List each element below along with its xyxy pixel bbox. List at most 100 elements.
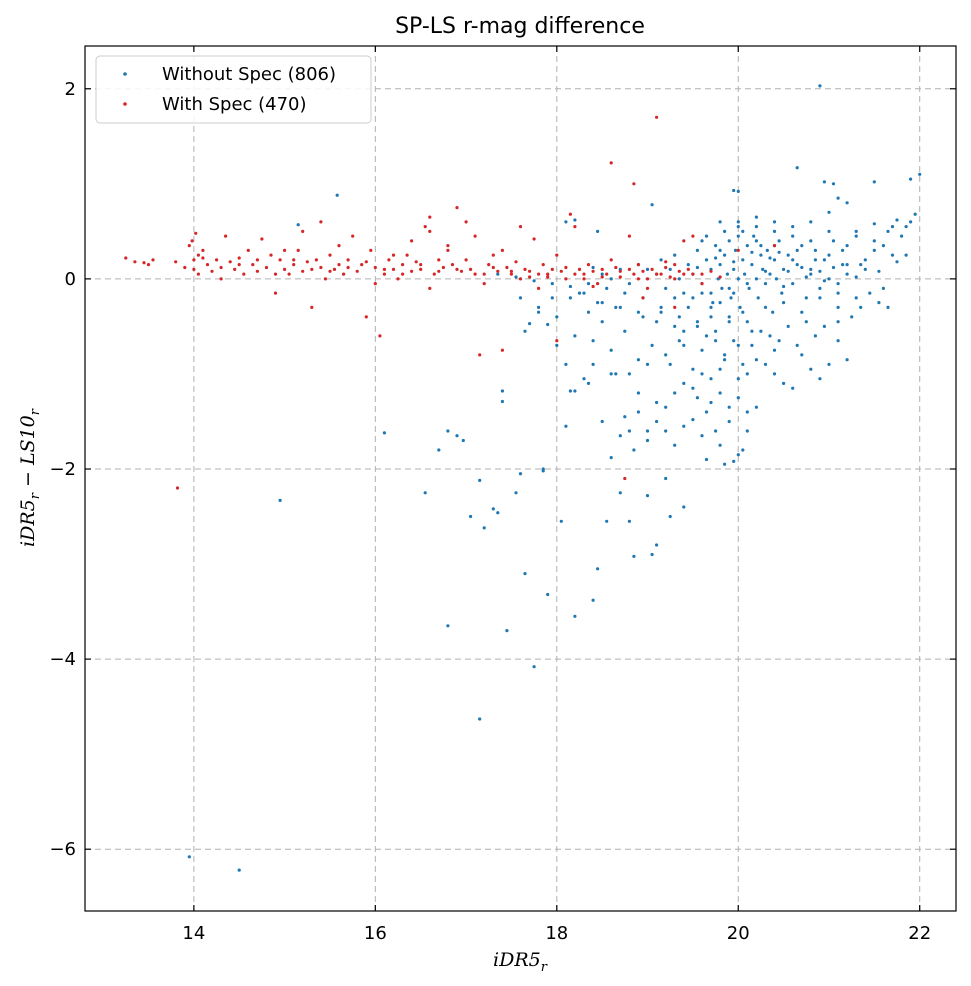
scatter-point [673, 305, 677, 309]
scatter-point [428, 229, 432, 233]
scatter-point [609, 348, 613, 352]
scatter-point [487, 263, 491, 267]
scatter-point [364, 315, 368, 319]
scatter-point [756, 296, 760, 300]
scatter-point [514, 491, 518, 495]
scatter-point [909, 177, 913, 181]
scatter-point [528, 269, 532, 273]
scatter-point [691, 234, 695, 238]
scatter-point [795, 263, 799, 267]
scatter-point [768, 334, 772, 338]
scatter-point [342, 272, 346, 276]
scatter-point [754, 225, 759, 229]
scatter-point [437, 448, 441, 452]
scatter-point [813, 334, 818, 338]
scatter-point [877, 301, 881, 305]
scatter-point [577, 291, 582, 295]
scatter-point [500, 399, 504, 404]
scatter-point [174, 260, 178, 264]
scatter-point [287, 272, 291, 276]
scatter-point [151, 258, 155, 262]
scatter-point [725, 272, 730, 276]
scatter-point [664, 405, 668, 409]
scatter-point [292, 258, 296, 262]
scatter-point [682, 329, 686, 333]
scatter-point [514, 260, 518, 264]
scatter-point [550, 296, 554, 300]
scatter-point [772, 229, 777, 233]
scatter-point [682, 291, 686, 295]
scatter-point [335, 193, 339, 197]
scatter-point [401, 272, 405, 276]
scatter-point [872, 222, 876, 226]
scatter-point [614, 265, 618, 270]
scatter-point [700, 239, 704, 243]
scatter-point [691, 272, 695, 276]
scatter-point [473, 272, 477, 276]
scatter-point [478, 478, 482, 482]
scatter-point [782, 267, 786, 271]
scatter-point [292, 263, 296, 267]
scatter-point [700, 372, 704, 376]
scatter-point [568, 296, 573, 300]
scatter-point [682, 272, 686, 276]
scatter-point [791, 225, 795, 229]
scatter-point [187, 855, 191, 859]
scatter-point [772, 372, 777, 376]
scatter-point [754, 358, 759, 362]
scatter-point [573, 389, 577, 393]
scatter-point [836, 291, 840, 295]
scatter-point [194, 231, 198, 235]
scatter-point [328, 269, 332, 273]
scatter-point [559, 519, 563, 523]
scatter-point [532, 279, 536, 283]
scatter-point [827, 362, 831, 366]
scatter-point [187, 244, 191, 248]
scatter-point [319, 265, 323, 270]
scatter-point [319, 220, 323, 224]
scatter-point [732, 291, 736, 295]
scatter-point [741, 258, 745, 262]
scatter-point [752, 234, 756, 238]
scatter-point [650, 343, 654, 347]
scatter-point [591, 265, 595, 270]
scatter-point [469, 514, 473, 519]
scatter-point [382, 431, 386, 435]
scatter-point [596, 229, 600, 233]
scatter-point [736, 248, 740, 252]
scatter-point [577, 267, 582, 271]
scatter-point [591, 284, 595, 289]
scatter-point [636, 310, 641, 314]
scatter-point [872, 180, 876, 184]
scatter-point [196, 253, 200, 257]
scatter-point [636, 263, 641, 267]
scatter-point [500, 389, 504, 393]
scatter-point [183, 265, 187, 270]
scatter-point [591, 362, 595, 366]
scatter-point [913, 212, 917, 216]
scatter-point [523, 572, 527, 576]
scatter-point [841, 248, 845, 252]
scatter-point [251, 263, 255, 267]
scatter-point [351, 234, 355, 238]
scatter-point [314, 258, 318, 262]
scatter-point [175, 486, 180, 490]
scatter-point [850, 315, 854, 319]
scatter-point [301, 229, 305, 233]
scatter-point [711, 301, 715, 305]
chart-title: SP-LS r-mag difference [395, 14, 645, 39]
scatter-point [727, 239, 731, 243]
scatter-point [718, 443, 722, 447]
scatter-point [727, 315, 731, 319]
y-axis-label: iDR5r − LS10r [17, 408, 43, 547]
scatter-point [237, 868, 241, 872]
scatter-point [478, 353, 482, 357]
scatter-point [750, 263, 754, 267]
scatter-point [190, 239, 194, 243]
scatter-point [655, 272, 659, 276]
scatter-point [296, 223, 300, 227]
scatter-point [605, 286, 609, 290]
scatter-point [732, 188, 736, 193]
scatter-point [809, 267, 813, 271]
